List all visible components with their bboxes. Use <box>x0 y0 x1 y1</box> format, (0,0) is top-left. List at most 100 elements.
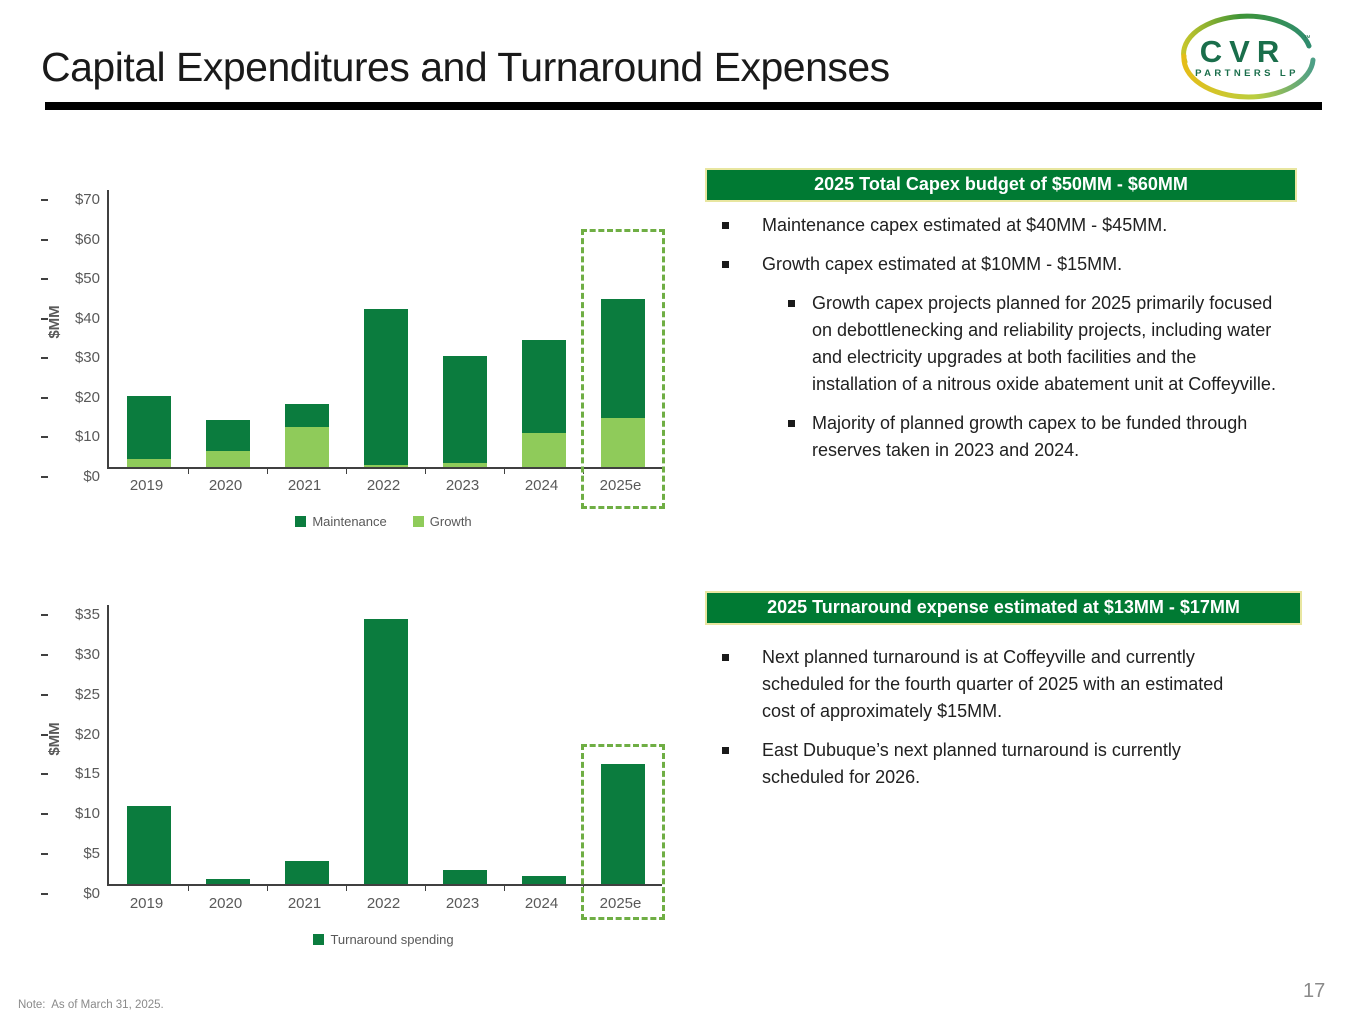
bullet-item: Maintenance capex estimated at $40MM - $… <box>705 212 1305 239</box>
x-tick-mark <box>504 886 505 891</box>
y-tick-mark <box>41 199 48 201</box>
turnaround-chart: $MM $35 $30 $25 $20 $15 $10 $5 $0 2019 2020 2021 2… <box>22 595 665 960</box>
y-tick-mark <box>41 813 48 816</box>
y-tick-mark <box>41 853 48 856</box>
x-axis-label-2019: 2019 <box>129 477 164 494</box>
bar-growth-2023 <box>442 463 487 467</box>
bar-growth-2020 <box>205 451 250 467</box>
y-tick-label: $70 <box>74 191 100 208</box>
y-tick-mark <box>41 893 48 895</box>
bar-turnaround-spending-2022 <box>363 618 408 884</box>
x-axis-label-2021: 2021 <box>287 477 322 494</box>
legend-swatch-icon <box>295 516 307 527</box>
turnaround-chart-y-ticks: $35 $30 $25 $20 $15 $10 $5 $0 <box>41 605 100 902</box>
bullet-text: Majority of planned growth capex to be f… <box>812 413 1248 460</box>
capex-chart: $MM $70 $60 $50 $40 $30 $20 $10 $0 2019 2020 2021… <box>22 180 665 545</box>
bullet-text: East Dubuque’s next planned turnaround i… <box>762 740 1181 787</box>
bar-growth-2024 <box>521 433 566 467</box>
y-tick-mark <box>41 653 48 656</box>
x-axis-label-2025e: 2025e <box>599 477 642 494</box>
bar-growth-2019 <box>126 459 171 467</box>
bullet-text: Next planned turnaround is at Coffeyvill… <box>762 647 1224 721</box>
legend-item-maintenance: Maintenance <box>295 514 387 529</box>
y-tick-label: $20 <box>74 388 100 406</box>
y-tick-mark <box>41 357 48 360</box>
x-tick-mark <box>188 886 189 891</box>
y-tick-label: $10 <box>74 805 100 823</box>
bar-maintenance-2023 <box>442 356 487 467</box>
bullet-item: Next planned turnaround is at Coffeyvill… <box>705 644 1305 725</box>
highlight-box-2025e <box>580 229 665 509</box>
legend-label: Maintenance <box>312 514 387 529</box>
y-tick-mark <box>41 436 48 439</box>
y-tick-mark <box>41 396 48 399</box>
x-axis-label-2020: 2020 <box>208 895 243 912</box>
y-tick-mark <box>41 317 48 320</box>
x-axis-label-2023: 2023 <box>445 477 480 494</box>
x-tick-mark <box>425 469 426 474</box>
x-axis-label-2019: 2019 <box>129 895 164 912</box>
bar-turnaround-spending-2024 <box>521 876 566 884</box>
x-axis-label-2024: 2024 <box>524 477 559 494</box>
legend-swatch-icon <box>412 516 424 527</box>
svg-text:PARTNERS LP: PARTNERS LP <box>1195 68 1299 79</box>
capex-chart-x-labels: 2019 2020 2021 2022 2023 2024 2025e <box>107 477 660 497</box>
bar-turnaround-spending-2021 <box>284 860 329 884</box>
y-tick-label: $35 <box>74 606 100 623</box>
y-tick-label: $10 <box>74 428 100 446</box>
svg-text:™: ™ <box>1304 35 1311 42</box>
bullet-square-icon <box>722 747 729 754</box>
footnote: Note: As of March 31, 2025. <box>18 999 164 1011</box>
y-tick-mark <box>41 693 48 696</box>
capex-chart-y-ticks: $70 $60 $50 $40 $30 $20 $10 $0 <box>41 190 100 485</box>
bullet-square-icon <box>722 222 729 229</box>
y-tick-mark <box>41 476 48 478</box>
x-tick-mark <box>425 886 426 891</box>
bullet-square-icon <box>788 420 795 427</box>
bar-growth-2025e <box>600 417 645 467</box>
legend-label: Turnaround spending <box>330 932 454 947</box>
page-title: Capital Expenditures and Turnaround Expe… <box>41 44 890 90</box>
turnaround-chart-x-labels: 2019 2020 2021 2022 2023 2024 2025e <box>107 895 660 915</box>
bullet-text: Growth capex projects planned for 2025 p… <box>812 293 1276 394</box>
title-underline <box>45 102 1322 110</box>
x-tick-mark <box>188 469 189 474</box>
y-tick-mark <box>41 733 48 736</box>
legend-swatch-icon <box>313 934 325 945</box>
y-tick-label: $0 <box>83 885 100 902</box>
bar-growth-2022 <box>363 465 408 467</box>
bar-maintenance-2019 <box>126 395 171 467</box>
bullet-item: Growth capex estimated at $10MM - $15MM. <box>705 251 1305 278</box>
turnaround-panel-header: 2025 Turnaround expense estimated at $13… <box>705 591 1302 625</box>
legend-item-turnaround-spending: Turnaround spending <box>313 932 454 947</box>
x-tick-mark <box>267 886 268 891</box>
y-tick-label: $25 <box>74 685 100 703</box>
turnaround-chart-legend: Turnaround spending <box>107 932 660 947</box>
capex-chart-legend: Maintenance Growth <box>107 514 660 529</box>
bullet-item: Majority of planned growth capex to be f… <box>705 410 1305 464</box>
bar-turnaround-spending-2023 <box>442 869 487 884</box>
y-tick-label: $30 <box>74 349 100 367</box>
x-tick-mark <box>583 469 584 474</box>
y-tick-label: $30 <box>74 645 100 663</box>
svg-text:CVR: CVR <box>1200 34 1286 69</box>
y-tick-label: $20 <box>74 725 100 743</box>
turnaround-bullet-list: Next planned turnaround is at Coffeyvill… <box>705 644 1305 803</box>
x-axis-label-2023: 2023 <box>445 895 480 912</box>
y-tick-label: $40 <box>74 309 100 327</box>
x-axis-label-2024: 2024 <box>524 895 559 912</box>
bullet-item: Growth capex projects planned for 2025 p… <box>705 290 1305 398</box>
page-number: 17 <box>1303 980 1326 1002</box>
x-tick-mark <box>504 469 505 474</box>
y-tick-label: $15 <box>74 765 100 783</box>
capex-bullet-list: Maintenance capex estimated at $40MM - $… <box>705 212 1305 476</box>
y-tick-mark <box>41 773 48 776</box>
y-tick-mark <box>41 238 48 241</box>
legend-label: Growth <box>429 514 472 529</box>
x-tick-mark <box>346 886 347 891</box>
cvr-partners-logo: CVR ™ PARTNERS LP <box>1172 4 1322 100</box>
capex-chart-plot <box>107 190 665 509</box>
highlight-box-2025e <box>580 744 665 920</box>
turnaround-chart-plot <box>107 605 665 920</box>
